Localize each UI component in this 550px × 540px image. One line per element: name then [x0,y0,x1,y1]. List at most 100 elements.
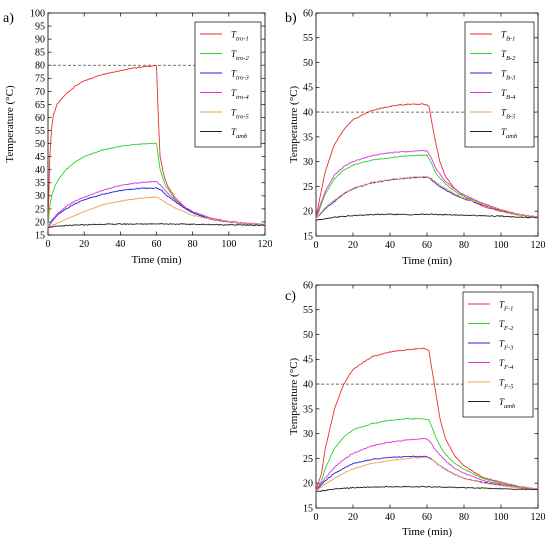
y-tick-label: 35 [303,132,313,143]
x-tick-label: 20 [348,240,358,251]
y-tick-label: 25 [35,204,45,215]
series-line [47,196,266,228]
y-tick-label: 50 [303,58,313,69]
x-tick-label: 60 [422,240,432,251]
panel-letter: b) [285,11,297,26]
y-tick-label: 95 [35,21,45,32]
legend-box [194,21,262,148]
legend-entry: TF-2 [499,319,514,332]
x-tick-label: 80 [459,512,469,523]
y-tick-label: 30 [303,429,313,440]
legend-entry: TF-4 [499,358,514,371]
x-tick-label: 120 [531,512,546,523]
legend-entry: TB-2 [501,49,516,62]
x-tick-label: 0 [314,240,319,251]
x-tick-label: 40 [385,512,395,523]
legend-entry: Ttro-5 [231,108,250,121]
legend-entry: Ttro-3 [231,69,250,82]
legend-entry: Tamb [499,397,516,410]
y-tick-label: 20 [303,207,313,218]
y-tick-label: 85 [35,48,45,59]
y-axis-title: Temperature (°C) [288,86,300,164]
y-tick-label: 35 [35,178,45,189]
series-line [315,456,539,491]
legend-entry: TF-5 [499,378,514,391]
panel-letter: c) [285,289,296,304]
legend-entry: TB-3 [501,69,516,82]
y-tick-label: 90 [35,35,45,46]
x-tick-label: 100 [494,512,509,523]
y-tick-label: 45 [303,355,313,366]
x-axis-title: Time (min) [131,254,181,266]
y-tick-label: 50 [35,139,45,150]
y-tick-label: 20 [303,479,313,490]
y-tick-label: 100 [30,8,45,19]
chart-panel: b) 15 20 25 30 35 40 45 50 55 60 0 20 40 60 80 100 120 Tim… [285,8,546,267]
y-tick-label: 60 [303,280,313,291]
x-tick-label: 20 [79,239,89,250]
y-tick-label: 60 [303,8,313,19]
legend-entry: Ttro-1 [231,30,249,43]
y-tick-label: 40 [303,108,313,119]
y-axis-title: Temperature (°C) [288,358,300,436]
x-axis-title: Time (min) [402,255,452,267]
series-line [315,347,539,491]
y-tick-label: 45 [303,83,313,94]
panel-letter: a) [3,11,14,26]
legend-entry: Ttro-4 [231,88,250,101]
y-tick-label: 25 [303,454,313,465]
y-tick-label: 55 [35,126,45,137]
y-tick-label: 65 [35,100,45,111]
y-tick-label: 30 [303,157,313,168]
series-line [315,485,539,493]
x-tick-label: 80 [188,239,198,250]
y-tick-label: 20 [35,217,45,228]
y-tick-label: 70 [35,87,45,98]
y-axis-title: Temperature (°C) [4,85,16,163]
x-tick-label: 120 [531,240,546,251]
legend-entry: Ttro-2 [231,49,250,62]
legend-box [464,21,535,148]
series-line [315,437,539,491]
x-tick-label: 20 [348,512,358,523]
y-tick-label: 80 [35,61,45,72]
series-line [315,213,539,221]
legend-entry: Tamb [231,127,248,140]
x-tick-label: 80 [459,240,469,251]
y-tick-label: 60 [35,113,45,124]
x-tick-label: 60 [152,239,162,250]
y-tick-label: 15 [303,503,313,514]
series-line [47,142,266,228]
y-tick-label: 25 [303,182,313,193]
y-tick-label: 15 [35,230,45,241]
y-tick-label: 30 [35,191,45,202]
x-axis-title: Time (min) [402,526,452,538]
x-tick-label: 40 [115,239,125,250]
series-line [47,223,266,229]
y-tick-label: 45 [35,152,45,163]
y-tick-label: 40 [303,380,313,391]
legend-entry: TB-5 [501,108,516,121]
series-line [315,103,539,220]
legend-entry: TB-4 [501,88,516,101]
legend-entry: TB-1 [501,30,515,43]
legend-entry: TF-3 [499,339,514,352]
legend-entry: TF-1 [499,300,513,313]
y-tick-label: 75 [35,74,45,85]
series-line [315,154,539,219]
y-tick-label: 15 [303,231,313,242]
series-line [315,150,539,219]
y-tick-label: 50 [303,330,313,341]
y-tick-label: 55 [303,305,313,316]
legend-box [462,291,534,418]
y-tick-label: 35 [303,404,313,415]
legend-entry: Tamb [501,127,518,140]
y-tick-label: 55 [303,33,313,44]
series-line [315,417,539,491]
y-tick-label: 40 [35,165,45,176]
x-tick-label: 60 [422,512,432,523]
x-tick-label: 120 [258,239,273,250]
x-tick-label: 0 [314,512,319,523]
chart-panel: c) 15 20 25 30 35 40 45 50 55 60 0 20 40 60 80 100 120 Tim… [285,280,546,538]
